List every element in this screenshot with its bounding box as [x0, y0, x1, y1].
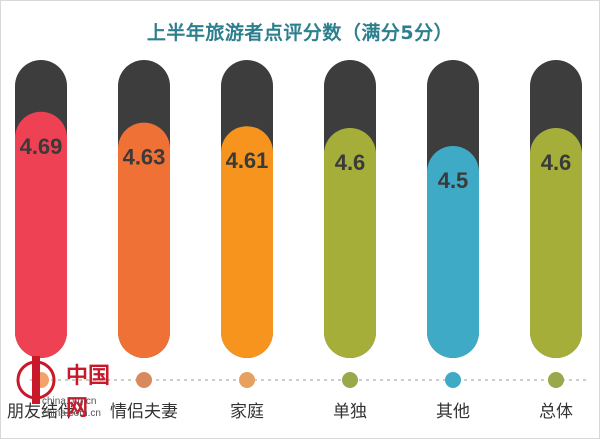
- watermark-url-1: china.org.cn: [42, 396, 97, 407]
- data-label: 4.61: [226, 148, 269, 173]
- bar-fill: [221, 126, 273, 358]
- category-label: 单独: [333, 402, 367, 422]
- category-label: 朋友结伴: [7, 402, 75, 422]
- bar-fill: [324, 128, 376, 358]
- category-label: 情侣夫妻: [110, 402, 178, 422]
- watermark-text: 中国网: [66, 363, 111, 421]
- watermark-seal-icon: [16, 356, 56, 404]
- bars-group: 4.69 朋友结伴 4.63 情侣夫妻 4.61 家庭 4.6 单独 4.5 其他 4.6 总体: [7, 60, 582, 422]
- bar-fill: [427, 146, 479, 358]
- category-dot: [342, 372, 358, 388]
- category-dot: [548, 372, 564, 388]
- bar-fill: [530, 128, 582, 358]
- category-dot: [445, 372, 461, 388]
- category-label: 其他: [436, 402, 470, 422]
- chart-title: 上半年旅游者点评分数（满分5分）: [146, 22, 454, 44]
- data-label: 4.6: [335, 150, 366, 175]
- category-label: 总体: [539, 402, 573, 422]
- bar-fill: [15, 111, 67, 358]
- bar-fill: [118, 122, 170, 358]
- category-dot: [239, 372, 255, 388]
- watermark-url-2: china.com.cn: [42, 408, 101, 419]
- category-dot: [136, 372, 152, 388]
- data-label: 4.6: [541, 150, 572, 175]
- data-label: 4.5: [438, 168, 469, 193]
- data-label: 4.69: [20, 134, 63, 159]
- watermark-logo: 中国网 china.org.cn china.com.cn: [6, 352, 116, 432]
- data-label: 4.63: [123, 145, 166, 170]
- category-label: 家庭: [230, 402, 264, 422]
